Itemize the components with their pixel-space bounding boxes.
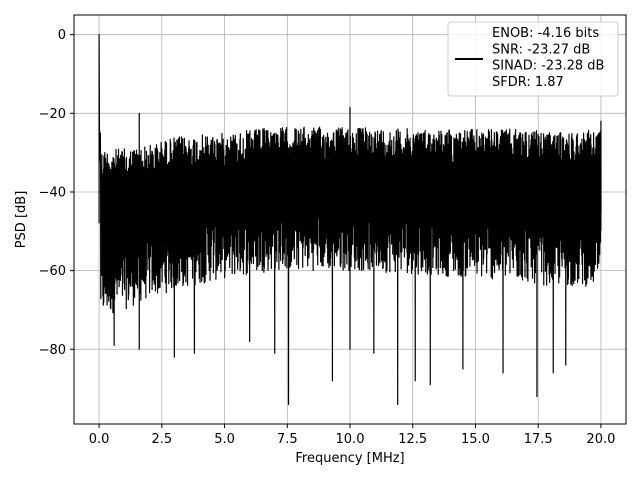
x-tick-label: 12.5 [398, 432, 427, 447]
legend-text-snr: SNR: -23.27 dB [492, 42, 590, 57]
x-tick-label: 20.0 [586, 432, 615, 447]
x-axis-label: Frequency [MHz] [295, 451, 404, 466]
y-tick-label: −80 [39, 343, 66, 358]
x-tick-label: 5.0 [214, 432, 235, 447]
y-tick-label: 0 [58, 28, 66, 43]
legend-text-sinad: SINAD: -23.28 dB [492, 59, 604, 74]
y-tick-label: −20 [39, 107, 66, 122]
psd-series-line [98, 34, 602, 405]
psd-series [98, 34, 602, 405]
x-tick-label: 0.0 [89, 432, 110, 447]
x-tick-label: 15.0 [461, 432, 490, 447]
y-tick-label: −40 [39, 185, 66, 200]
y-axis-label: PSD [dB] [14, 191, 29, 249]
y-tick-label: −60 [39, 264, 66, 279]
legend-text-enob: ENOB: -4.16 bits [492, 26, 599, 41]
legend-text-sfdr: SFDR: 1.87 [492, 75, 564, 90]
legend-box [447, 21, 619, 97]
x-tick-label: 10.0 [336, 432, 365, 447]
x-tick-label: 17.5 [524, 432, 553, 447]
x-tick-label: 7.5 [277, 432, 298, 447]
axis-ticks: 0.0 2.5 5.0 7.5 10.0 12.5 15.0 17.5 20.0 0 −20 −40 −… [39, 28, 616, 447]
x-tick-label: 2.5 [151, 432, 172, 447]
legend: ENOB: -4.16 bits SNR: -23.27 dB SINAD: -… [447, 21, 619, 97]
